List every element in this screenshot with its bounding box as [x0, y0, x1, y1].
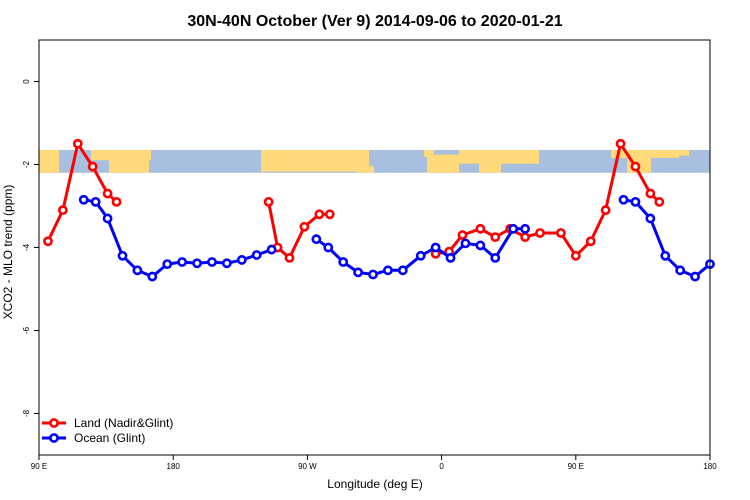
series-1-point	[397, 265, 408, 276]
series-1-point	[618, 194, 629, 205]
x-axis-label: Longitude (deg E)	[327, 477, 422, 491]
y-tick-label: -8	[22, 409, 31, 417]
map-band-land	[427, 154, 459, 173]
series-0-point	[111, 196, 122, 207]
map-band-land	[109, 159, 149, 173]
series-1-point	[162, 259, 173, 269]
series-0-point	[57, 205, 68, 216]
map-band-land	[39, 149, 59, 173]
map-band-land	[91, 149, 151, 161]
series-1-point	[475, 240, 486, 251]
series-0-point	[585, 236, 596, 247]
series-1-point	[251, 250, 262, 260]
map-band-land	[459, 149, 539, 164]
x-tick-label: 180	[167, 462, 181, 471]
series-1-point	[207, 257, 217, 267]
series-0-point	[600, 205, 611, 216]
map-band	[39, 149, 710, 173]
series-0-point	[457, 230, 468, 240]
legend-ocean-label: Ocean (Glint)	[74, 431, 145, 445]
series-1-point	[192, 258, 202, 269]
y-tick-label: 0	[22, 79, 31, 84]
series-0-point	[630, 161, 641, 172]
series-1-point	[368, 269, 378, 280]
series-0-point	[87, 161, 98, 172]
series-1-point	[221, 258, 232, 269]
series-1-point	[147, 271, 158, 282]
x-tick-label: 90 E	[568, 462, 584, 471]
map-band-land	[479, 162, 501, 173]
series-0-point	[475, 223, 486, 234]
series-0-point	[490, 232, 501, 243]
series-0-point	[654, 196, 665, 207]
series-1-point	[236, 255, 247, 265]
legend-ocean-marker	[49, 433, 59, 443]
map-band-land	[424, 149, 434, 157]
series-1-point	[383, 265, 393, 276]
series-0-point	[555, 228, 566, 238]
series-1-point	[177, 257, 188, 267]
series-1-point	[338, 257, 349, 267]
series-1-point	[460, 238, 471, 249]
x-tick-label: 180	[703, 462, 717, 471]
series-1-point	[430, 242, 441, 253]
y-tick-label: -4	[22, 243, 31, 251]
plot-frame	[38, 39, 711, 456]
series-0-point	[102, 188, 113, 199]
map-band-ocean	[39, 149, 710, 173]
series-0-point	[615, 138, 626, 149]
series-1-line	[623, 198, 711, 279]
legend-land-marker	[49, 418, 59, 428]
y-tick-label: -6	[22, 326, 31, 334]
series-0-point	[72, 138, 83, 149]
map-band-land	[357, 165, 374, 173]
series-1-point	[630, 196, 641, 207]
series-1-point	[675, 265, 686, 276]
series-0-point	[299, 221, 310, 232]
series-1-point	[102, 213, 113, 224]
series-1-point	[78, 194, 89, 205]
series-1-point	[90, 196, 101, 207]
legend-land-label: Land (Nadir&Glint)	[74, 416, 173, 430]
series-0-point	[324, 209, 335, 220]
series-0-point	[570, 250, 581, 261]
y-tick-label: -2	[22, 160, 31, 168]
series-0-point	[520, 232, 531, 243]
series-1-point	[508, 223, 519, 234]
series-1-point	[117, 250, 128, 261]
series-0-point	[263, 196, 274, 207]
series-1-line	[83, 198, 273, 279]
series-1-point	[490, 252, 501, 263]
series-1-point	[415, 250, 426, 261]
chart-title: 30N-40N October (Ver 9) 2014-09-06 to 20…	[187, 13, 562, 30]
map-band-land	[261, 149, 369, 172]
series-1-point	[445, 252, 456, 263]
series-1-point	[660, 250, 671, 261]
x-tick-label: 90 E	[31, 462, 47, 471]
map-band-land	[611, 149, 679, 158]
series-lines	[43, 138, 715, 282]
series-1-point	[520, 223, 531, 234]
series-0-point	[284, 252, 295, 263]
x-tick-label: 0	[439, 462, 444, 471]
map-band-land	[679, 149, 689, 156]
series-1-point	[690, 271, 700, 282]
series-0-point	[314, 209, 325, 220]
x-tick-label: 90 W	[298, 462, 317, 471]
series-1-point	[132, 265, 143, 276]
series-0-line	[435, 142, 661, 258]
series-0-point	[645, 188, 656, 199]
series-1-point	[323, 242, 334, 253]
series-1-point	[645, 213, 656, 224]
series-0-point	[43, 236, 53, 247]
legend: Land (Nadir&Glint) Ocean (Glint)	[42, 416, 173, 445]
series-0-point	[535, 228, 545, 238]
series-1-point	[266, 244, 277, 255]
x-axis: 90 E 180 90 W 0 90 E 180	[31, 455, 717, 471]
y-axis-label: XCO2 - MLO trend (ppm)	[1, 185, 15, 320]
y-axis: 0 -2 -4 -6 -8	[22, 79, 39, 417]
series-1-point	[311, 234, 322, 245]
series-1-point	[353, 267, 363, 278]
